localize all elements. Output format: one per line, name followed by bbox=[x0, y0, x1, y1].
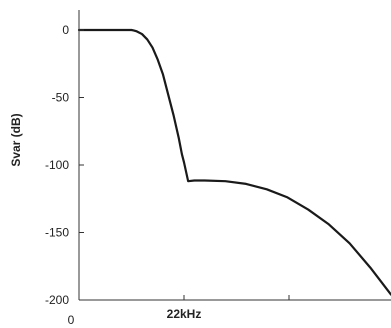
tick-labels: 0 -50 -100 -150 -200 0 22kHz bbox=[45, 23, 201, 327]
y-tick-label: -50 bbox=[52, 91, 70, 105]
series-line bbox=[77, 28, 391, 296]
y-tick-label: -150 bbox=[45, 226, 69, 240]
x-tick-label: 0 bbox=[68, 313, 75, 327]
x-tick-label: 22kHz bbox=[167, 307, 202, 321]
y-tick-label: 0 bbox=[62, 23, 69, 37]
y-tick-label: -200 bbox=[45, 293, 69, 307]
y-tick-label: -100 bbox=[45, 158, 69, 172]
y-axis-title: Svar (dB) bbox=[9, 113, 23, 166]
plot-area bbox=[77, 28, 391, 296]
axes bbox=[78, 10, 391, 301]
